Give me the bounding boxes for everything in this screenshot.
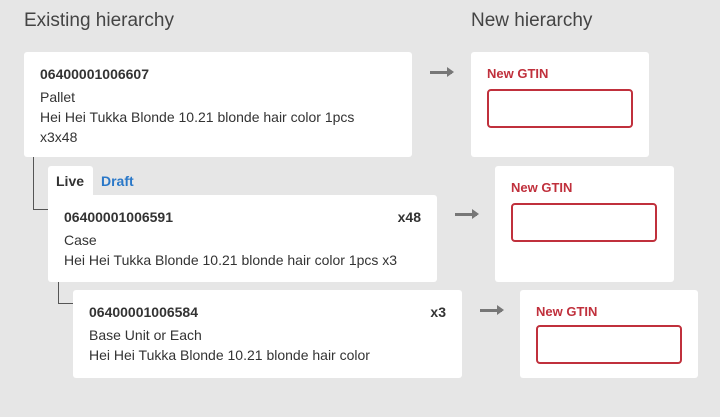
- new-gtin-input[interactable]: [536, 325, 682, 364]
- connector-line: [33, 157, 49, 210]
- arrow-right-icon: [480, 305, 504, 315]
- tab-draft[interactable]: Draft: [101, 173, 134, 189]
- new-gtin-card: New GTIN: [495, 166, 674, 282]
- arrow-right-icon: [455, 209, 479, 219]
- case-card: 06400001006591 x48 Case Hei Hei Tukka Blo…: [48, 195, 437, 282]
- new-gtin-card: New GTIN: [471, 52, 649, 157]
- new-gtin-label: New GTIN: [536, 304, 598, 319]
- existing-hierarchy-heading: Existing hierarchy: [24, 10, 174, 31]
- gtin: 06400001006584: [89, 304, 199, 320]
- level: Base Unit or Each: [89, 327, 202, 343]
- level: Pallet: [40, 89, 76, 105]
- new-gtin-label: New GTIN: [511, 180, 573, 195]
- tab-live[interactable]: Live: [48, 166, 93, 196]
- product-name: Hei Hei Tukka Blonde 10.21 blonde hair c…: [89, 347, 370, 363]
- product-name: Hei Hei Tukka Blonde 10.21 blonde hair c…: [64, 252, 398, 268]
- new-gtin-input[interactable]: [487, 89, 633, 128]
- quantity: x3: [430, 304, 446, 320]
- connector-line: [58, 282, 74, 304]
- new-gtin-label: New GTIN: [487, 66, 549, 81]
- product-name: Hei Hei Tukka Blonde 10.21 blonde hair c…: [40, 109, 355, 145]
- arrow-right-icon: [430, 67, 454, 77]
- gtin: 06400001006607: [40, 66, 150, 82]
- new-hierarchy-heading: New hierarchy: [471, 10, 593, 31]
- new-gtin-input[interactable]: [511, 203, 657, 242]
- pallet-card: 06400001006607 Pallet Hei Hei Tukka Blon…: [24, 52, 412, 157]
- base-unit-card: 06400001006584 x3 Base Unit or Each Hei H…: [73, 290, 462, 378]
- new-gtin-card: New GTIN: [520, 290, 698, 378]
- level: Case: [64, 232, 97, 248]
- quantity: x48: [397, 209, 421, 225]
- gtin: 06400001006591: [64, 209, 174, 225]
